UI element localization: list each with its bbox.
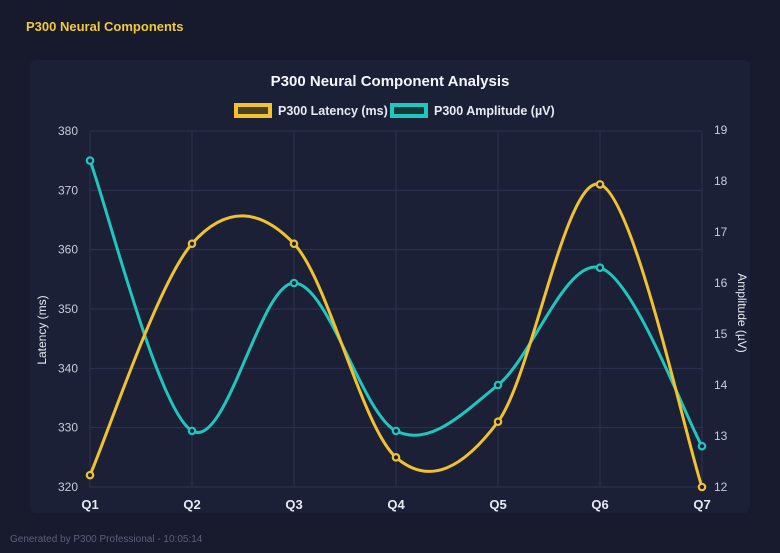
svg-text:320: 320	[58, 480, 78, 494]
svg-text:Q7: Q7	[693, 497, 710, 512]
svg-text:16: 16	[714, 276, 728, 290]
svg-text:Q5: Q5	[489, 497, 506, 512]
svg-text:12: 12	[714, 480, 728, 494]
svg-text:Q3: Q3	[285, 497, 302, 512]
svg-text:14: 14	[714, 378, 728, 392]
svg-text:13: 13	[714, 429, 728, 443]
svg-text:370: 370	[58, 183, 78, 197]
svg-text:380: 380	[58, 124, 78, 138]
svg-text:330: 330	[58, 421, 78, 435]
svg-text:15: 15	[714, 327, 728, 341]
svg-text:17: 17	[714, 225, 728, 239]
svg-text:350: 350	[58, 302, 78, 316]
svg-text:Q4: Q4	[387, 497, 405, 512]
svg-text:Q1: Q1	[81, 497, 98, 512]
svg-text:Q6: Q6	[591, 497, 608, 512]
svg-text:19: 19	[714, 123, 728, 137]
svg-text:360: 360	[58, 243, 78, 257]
svg-text:340: 340	[58, 361, 78, 375]
svg-text:18: 18	[714, 174, 728, 188]
svg-text:Q2: Q2	[183, 497, 200, 512]
